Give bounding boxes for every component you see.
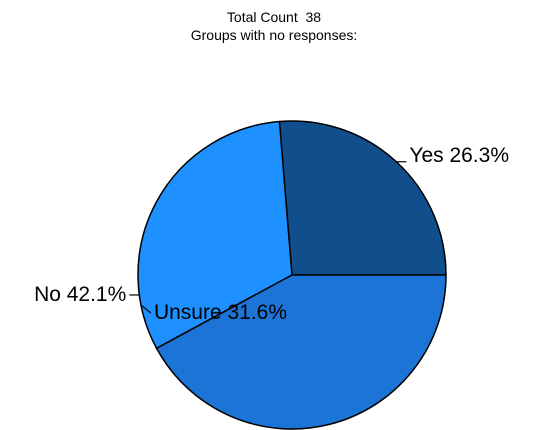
slice-label-unsure: Unsure 31.6% [154, 301, 287, 324]
pie-slice-yes [278, 120, 447, 276]
leader-line-unsure [140, 304, 152, 314]
pie-slice-no [155, 274, 447, 430]
slice-label-no: No 42.1% [34, 283, 126, 306]
chart-header: Total Count 38 Groups with no responses: [0, 8, 548, 44]
pie-slices [137, 120, 447, 430]
pie-slice-unsure [137, 120, 293, 350]
pie-labels: Yes 26.3% Unsure 31.6% No 42.1% [34, 144, 509, 324]
total-count-label: Total Count 38 [226, 9, 322, 25]
no-responses-label: Groups with no responses: [190, 27, 358, 43]
slice-label-yes: Yes 26.3% [409, 144, 509, 167]
